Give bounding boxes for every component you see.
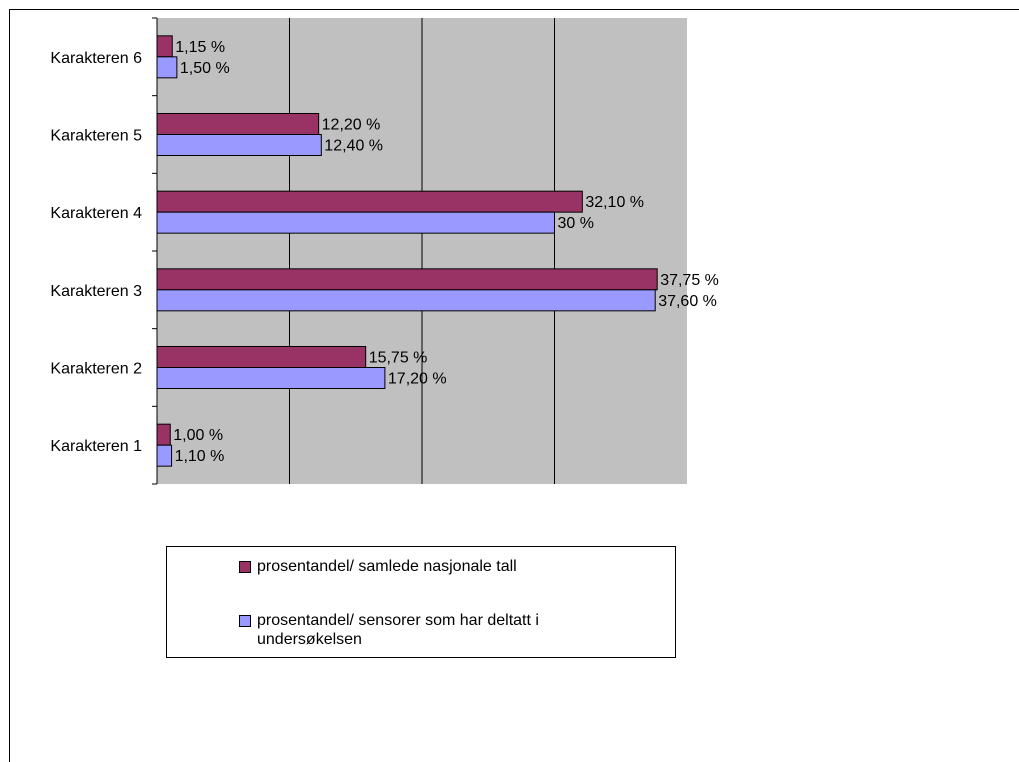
- bar-sensors: [156, 56, 178, 79]
- bar-sensors: [156, 289, 656, 312]
- bar-national: [156, 268, 658, 291]
- bar-sensors: [156, 211, 555, 234]
- data-label: 12,20 %: [322, 117, 381, 134]
- gridlines: [289, 18, 555, 484]
- legend-swatch-sensors: [239, 615, 251, 627]
- data-label: 32,10 %: [585, 194, 644, 211]
- data-label: 1,50 %: [180, 60, 230, 77]
- data-label: 17,20 %: [388, 371, 447, 388]
- category-label: Karakteren 1: [50, 438, 142, 455]
- legend-item-sensors: prosentandel/ sensorer som har deltatt i…: [239, 611, 637, 649]
- category-label: Karakteren 2: [50, 361, 142, 378]
- data-label: 30 %: [558, 215, 594, 232]
- legend-item-national: prosentandel/ samlede nasjonale tall: [239, 557, 637, 576]
- data-label: 15,75 %: [369, 350, 428, 367]
- legend-label-sensors: prosentandel/ sensorer som har deltatt i…: [257, 612, 539, 648]
- category-label: Karakteren 4: [50, 205, 142, 222]
- legend: prosentandel/ samlede nasjonale tall pro…: [166, 546, 676, 658]
- category-labels: Karakteren 1 Karakteren 2 Karakteren 3 Kara…: [50, 50, 142, 455]
- bar-national: [156, 113, 320, 135]
- data-label: 1,15 %: [175, 39, 225, 56]
- legend-swatch-national: [239, 561, 251, 573]
- bar-national: [156, 346, 367, 368]
- y-axis: [152, 17, 158, 485]
- data-label: 1,10 %: [175, 448, 225, 465]
- bar-national: [156, 423, 171, 446]
- bar-sensors: [156, 367, 386, 389]
- bars: [156, 35, 658, 467]
- category-label: Karakteren 6: [50, 50, 142, 67]
- legend-label-national: prosentandel/ samlede nasjonale tall: [257, 558, 517, 575]
- value-labels: 1,00 % 1,10 % 15,75 % 17,20 % 37,75 % 37,60 %…: [173, 39, 719, 465]
- bar-national: [156, 190, 583, 213]
- bar-national: [156, 35, 173, 58]
- data-label: 12,40 %: [324, 138, 383, 155]
- data-label: 1,00 %: [173, 427, 223, 444]
- data-label: 37,60 %: [658, 293, 717, 310]
- bar-sensors: [156, 444, 173, 467]
- category-label: Karakteren 5: [50, 128, 142, 145]
- category-label: Karakteren 3: [50, 283, 142, 300]
- bar-sensors: [156, 134, 322, 156]
- data-label: 37,75 %: [660, 272, 719, 289]
- chart-frame: [9, 9, 1019, 762]
